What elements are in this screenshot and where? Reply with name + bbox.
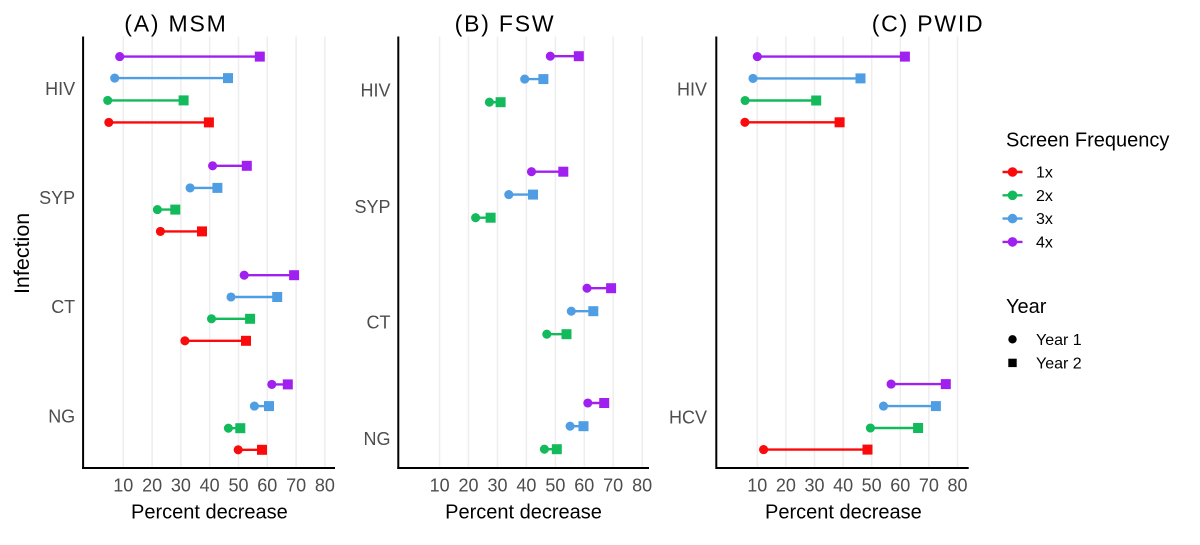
- svg-text:HIV: HIV: [677, 79, 707, 99]
- svg-text:50: 50: [862, 476, 882, 496]
- svg-text:SYP: SYP: [39, 188, 75, 208]
- svg-text:40: 40: [833, 476, 853, 496]
- svg-text:Year: Year: [1006, 296, 1047, 318]
- svg-text:60: 60: [574, 476, 594, 496]
- svg-text:10: 10: [430, 476, 450, 496]
- svg-text:20: 20: [776, 476, 796, 496]
- svg-text:Year 1: Year 1: [1036, 332, 1082, 349]
- svg-text:3x: 3x: [1036, 211, 1053, 228]
- svg-text:70: 70: [286, 476, 306, 496]
- svg-text:10: 10: [113, 476, 133, 496]
- svg-text:NG: NG: [364, 429, 391, 449]
- svg-text:50: 50: [545, 476, 565, 496]
- svg-text:Percent decrease: Percent decrease: [765, 501, 922, 523]
- svg-text:4x: 4x: [1036, 234, 1053, 251]
- svg-text:20: 20: [142, 476, 162, 496]
- svg-text:2x: 2x: [1036, 188, 1053, 205]
- svg-text:(B) FSW: (B) FSW: [455, 11, 556, 37]
- svg-text:CT: CT: [367, 313, 391, 333]
- svg-text:(C) PWID: (C) PWID: [872, 11, 985, 37]
- svg-text:30: 30: [171, 476, 191, 496]
- svg-text:SYP: SYP: [354, 197, 390, 217]
- svg-text:60: 60: [257, 476, 277, 496]
- svg-text:HCV: HCV: [669, 407, 707, 427]
- svg-text:20: 20: [458, 476, 478, 496]
- svg-text:10: 10: [747, 476, 767, 496]
- svg-text:70: 70: [603, 476, 623, 496]
- svg-text:80: 80: [315, 476, 335, 496]
- svg-text:80: 80: [947, 476, 967, 496]
- svg-text:CT: CT: [51, 297, 75, 317]
- svg-text:70: 70: [919, 476, 939, 496]
- svg-text:60: 60: [890, 476, 910, 496]
- svg-text:HIV: HIV: [360, 81, 390, 101]
- svg-text:Percent decrease: Percent decrease: [131, 501, 288, 523]
- svg-text:80: 80: [632, 476, 652, 496]
- svg-text:1x: 1x: [1036, 165, 1053, 182]
- svg-text:HIV: HIV: [45, 79, 75, 99]
- svg-text:50: 50: [228, 476, 248, 496]
- svg-text:NG: NG: [48, 407, 75, 427]
- svg-text:30: 30: [487, 476, 507, 496]
- svg-text:40: 40: [200, 476, 220, 496]
- svg-text:Percent decrease: Percent decrease: [445, 501, 602, 523]
- svg-text:40: 40: [516, 476, 536, 496]
- svg-text:Screen Frequency: Screen Frequency: [1006, 129, 1169, 151]
- svg-text:(A) MSM: (A) MSM: [124, 11, 227, 37]
- svg-text:30: 30: [804, 476, 824, 496]
- svg-text:Infection: Infection: [10, 213, 34, 294]
- svg-text:Year 2: Year 2: [1036, 355, 1082, 372]
